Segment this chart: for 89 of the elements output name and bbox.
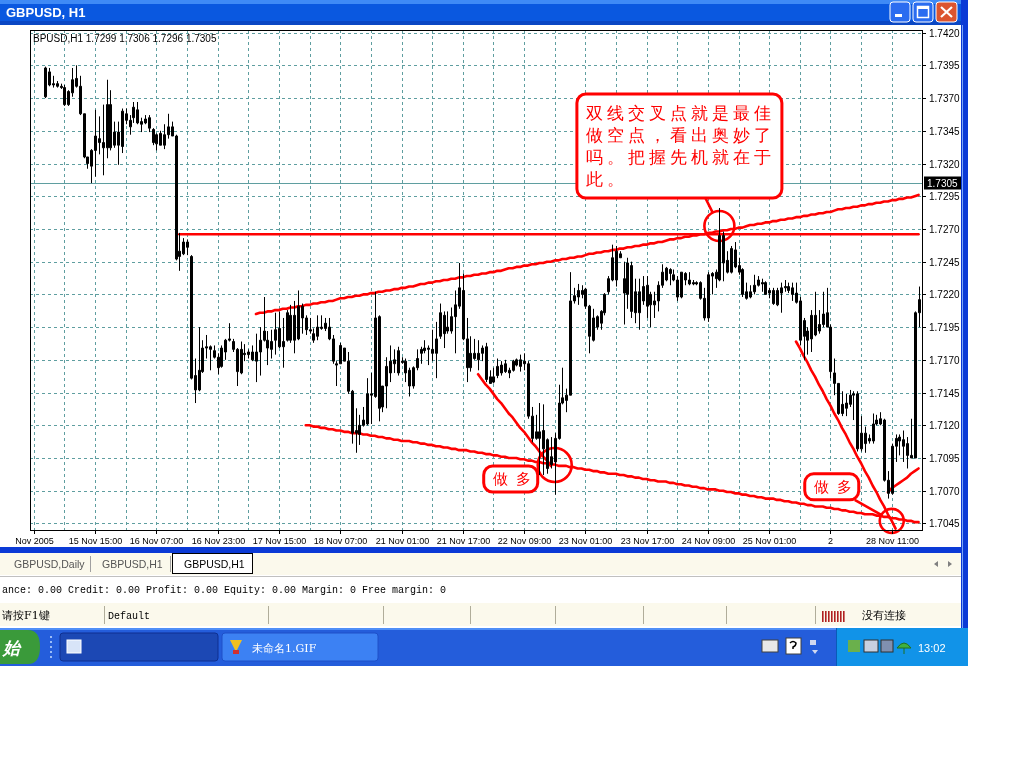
candlestick [366,377,369,426]
x-tick-label: 21 Nov 01:00 [375,536,430,546]
annotation: 双线交叉点就是最佳做空点，看出奥妙了吗。把握先机就在于此。 [585,103,775,190]
candlestick [630,261,633,319]
text: 未命名1.GIF [252,642,317,655]
x-tick-label: 24 Nov 09:00 [681,536,736,546]
x-tick-label: 21 Nov 17:00 [436,536,491,546]
ref-line-label: 1.7305 [927,178,959,189]
text: GBPUSD,H1 [184,558,245,570]
candlestick [680,271,683,299]
candlestick [577,283,580,306]
chart-title: GBPUSD, H1 [6,5,86,20]
y-tick-label: 1.7395 [929,60,961,71]
candlestick [845,393,848,417]
text: GBPUSD,H1 [102,558,163,570]
text: 始 [2,638,22,658]
candlestick [44,66,47,99]
candlestick [274,312,277,356]
candlestick [688,271,691,286]
y-tick-label: 1.7070 [929,486,961,497]
candlestick [397,346,400,377]
text: GBPUSD,Daily [14,558,86,570]
x-tick-label: 28 Nov 11:00 [866,536,919,546]
candlestick [764,280,767,295]
x-tick-label: 16 Nov 23:00 [191,536,246,546]
candlestick [623,261,626,325]
y-tick-label: 1.7120 [929,420,961,431]
candlestick [485,342,488,383]
x-tick-label: 23 Nov 17:00 [620,536,675,546]
y-tick-label: 1.7320 [929,159,961,170]
text: 没有连接 [862,609,906,622]
y-tick-label: 1.7270 [929,224,961,235]
annotation: 做多 [492,470,539,489]
candlestick [542,403,545,476]
x-tick-label: 22 Nov 09:00 [497,536,552,546]
candlestick [538,402,541,476]
candlestick [519,354,522,373]
candlestick [496,358,499,379]
y-tick-label: 1.7195 [929,322,961,333]
candlestick [791,282,794,302]
candlestick [56,80,59,89]
candlestick [753,274,756,295]
candlestick [761,278,764,293]
candlestick [155,132,158,151]
candlestick [872,413,875,445]
candlestick [504,359,507,374]
candlestick [772,287,775,306]
candlestick [780,282,783,314]
candlestick [730,245,733,274]
x-tick-label: Nov 2005 [15,536,54,546]
candlestick [186,238,189,256]
candlestick [492,367,495,384]
candlestick [856,390,859,452]
x-tick-label: 17 Nov 15:00 [252,536,307,546]
candlestick [707,271,710,323]
y-tick-label: 1.7170 [929,355,961,366]
text: 13:02 [918,642,946,654]
candlestick [477,339,480,371]
x-tick-label: 2 [827,536,834,546]
y-tick-label: 1.7045 [929,518,961,529]
x-tick-label: 18 Nov 07:00 [313,536,368,546]
candlestick [316,314,319,341]
candlestick [152,127,155,146]
candlestick [669,267,672,286]
candlestick [63,84,66,107]
candlestick [435,321,438,379]
annotation: 做多 [813,478,860,497]
x-tick-label: 15 Nov 15:00 [68,536,123,546]
y-tick-label: 1.7220 [929,289,961,300]
y-tick-label: 1.7145 [929,388,961,399]
y-tick-label: 1.7095 [929,453,961,464]
y-tick-label: 1.7370 [929,93,961,104]
y-tick-label: 1.7245 [929,257,961,268]
text: Default [108,611,151,622]
text: ance: 0.00 Credit: 0.00 Profit: 0.00 Equity: 0.00 Margin: 0 Free margin: 0 [2,585,447,596]
y-tick-label: 1.7420 [929,28,961,39]
text: 请按F1键 [2,609,50,622]
y-tick-label: 1.7295 [929,191,961,202]
candlestick [638,278,641,331]
x-tick-label: 23 Nov 01:00 [558,536,613,546]
candlestick [615,245,618,288]
x-tick-label: 25 Nov 01:00 [742,536,797,546]
y-tick-label: 1.7345 [929,126,961,137]
chart-subtitle: BPUSD,H1 1.7299 1.7306 1.7296 1.7305 [33,33,217,44]
candlestick [286,309,289,343]
x-tick-label: 16 Nov 07:00 [129,536,184,546]
candlestick [148,114,151,133]
candlestick [247,348,250,360]
candlestick [500,360,503,377]
